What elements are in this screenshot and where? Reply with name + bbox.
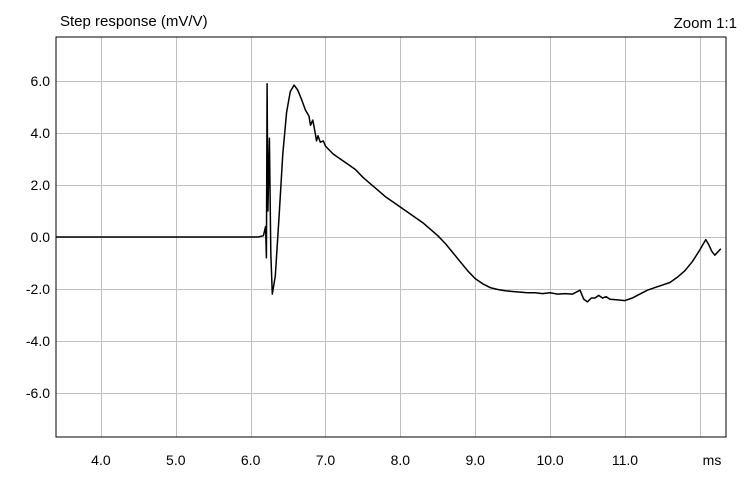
y-tick-label: -4.0 — [26, 333, 50, 349]
x-tick-label: 9.0 — [465, 452, 485, 468]
series-lines — [56, 83, 722, 303]
y-tick-label: -2.0 — [26, 281, 50, 297]
grid-lines — [56, 37, 726, 437]
x-tick-label: 8.0 — [391, 452, 411, 468]
y-tick-label: 4.0 — [31, 125, 51, 141]
y-tick-label: 6.0 — [31, 73, 51, 89]
y-tick-label: 2.0 — [31, 177, 51, 193]
x-tick-label: 5.0 — [166, 452, 186, 468]
zoom-label: Zoom 1:1 — [674, 15, 737, 32]
tick-labels: 4.0 5.0 6.0 7.0 8.0 9.0 10.0 11.0 6.0 4.0 2.0 0.0 -2… — [26, 73, 638, 468]
plot-frame — [55, 36, 727, 438]
x-unit-label: ms — [703, 452, 722, 468]
x-tick-label: 6.0 — [241, 452, 261, 468]
y-tick-label: 0.0 — [31, 229, 51, 245]
step-response-line — [56, 83, 722, 303]
y-tick-label: -6.0 — [26, 385, 50, 401]
chart-title: Step response (mV/V) — [60, 13, 208, 30]
x-tick-label: 7.0 — [316, 452, 336, 468]
x-tick-label: 4.0 — [91, 452, 111, 468]
x-tick-label: 11.0 — [612, 452, 638, 468]
x-tick-label: 10.0 — [536, 452, 563, 468]
